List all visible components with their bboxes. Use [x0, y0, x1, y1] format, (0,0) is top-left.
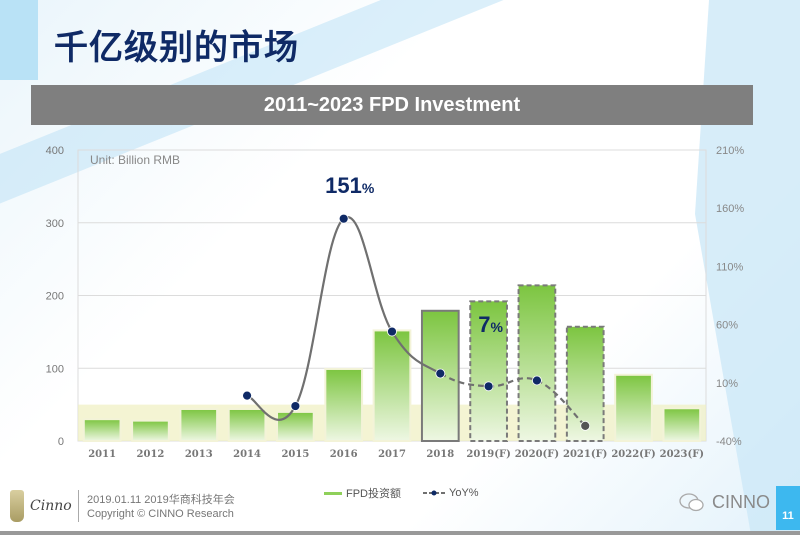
legend-bar-swatch — [324, 491, 342, 495]
svg-text:0: 0 — [58, 436, 64, 448]
svg-text:2020(F): 2020(F) — [515, 449, 559, 460]
svg-text:2014: 2014 — [233, 449, 261, 460]
svg-text:100: 100 — [46, 363, 64, 375]
svg-text:2023(F): 2023(F) — [660, 449, 704, 460]
svg-text:2019(F): 2019(F) — [466, 449, 510, 460]
legend-line-label: YoY% — [449, 487, 479, 499]
slide-title: 千亿级别的市场 — [54, 28, 299, 68]
legend-item-bar: FPD投资额 — [324, 485, 401, 501]
svg-text:2021(F): 2021(F) — [563, 449, 607, 460]
svg-text:2017: 2017 — [378, 449, 406, 460]
wechat-icon — [679, 493, 704, 512]
svg-text:2011: 2011 — [88, 449, 116, 460]
investment-chart: 0 100 200 300 400 -40% 10% 60% 110% 160% 210% Unit:… — [46, 145, 745, 460]
svg-text:400: 400 — [46, 145, 64, 157]
chart-legend: FPD投资额 YoY% — [324, 485, 479, 501]
legend-item-line: YoY% — [423, 487, 479, 499]
svg-text:-40%: -40% — [716, 436, 742, 448]
svg-text:151%: 151% — [325, 173, 375, 198]
chart-title-banner: 2011~2023 FPD Investment — [31, 85, 753, 125]
logo-icon — [10, 490, 24, 522]
wechat-label: CINNO — [712, 491, 770, 512]
svg-text:2015: 2015 — [281, 449, 309, 460]
footer-date-event: 2019.01.11 2019华商科技年会 — [87, 494, 235, 506]
legend-bar-label: FPD投资额 — [346, 488, 401, 500]
svg-text:2013: 2013 — [185, 449, 213, 460]
legend-line-swatch — [423, 490, 445, 496]
svg-text:160%: 160% — [716, 203, 744, 215]
svg-text:2018: 2018 — [426, 449, 454, 460]
footer-copyright: Copyright © CINNO Research — [87, 508, 234, 520]
svg-text:10%: 10% — [716, 378, 738, 390]
svg-text:210%: 210% — [716, 145, 744, 157]
footer-divider — [78, 490, 79, 522]
title-accent-bar — [0, 0, 38, 80]
wechat-watermark: CINNO — [678, 491, 770, 513]
svg-text:2012: 2012 — [137, 449, 165, 460]
svg-text:Unit: Billion RMB: Unit: Billion RMB — [90, 153, 180, 167]
page-number: 11 — [776, 486, 800, 530]
bottom-rule — [0, 531, 800, 535]
svg-text:110%: 110% — [716, 261, 744, 273]
svg-text:2016: 2016 — [330, 449, 358, 460]
svg-text:2022(F): 2022(F) — [611, 449, 655, 460]
svg-text:300: 300 — [46, 218, 64, 230]
svg-text:200: 200 — [46, 291, 64, 303]
svg-text:60%: 60% — [716, 320, 738, 332]
cinno-logo: Cinno — [10, 490, 72, 522]
logo-text: Cinno — [30, 498, 72, 514]
footer-text: 2019.01.11 2019华商科技年会 Copyright © CINNO … — [87, 493, 235, 521]
chart-title: 2011~2023 FPD Investment — [263, 93, 521, 116]
